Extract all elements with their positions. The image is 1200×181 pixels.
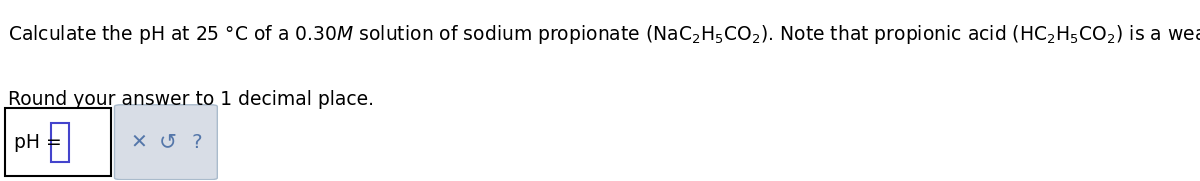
Text: Calculate the pH at 25 $\degree$C of a 0.30$M$ solution of sodium propionate $\l: Calculate the pH at 25 $\degree$C of a 0…: [8, 23, 1200, 46]
FancyBboxPatch shape: [52, 123, 68, 162]
Text: ↺: ↺: [158, 132, 176, 152]
FancyBboxPatch shape: [5, 108, 112, 176]
Text: ✕: ✕: [130, 133, 146, 152]
Text: pH =: pH =: [13, 133, 67, 152]
Text: ?: ?: [192, 133, 202, 152]
FancyBboxPatch shape: [114, 105, 217, 180]
Text: Round your answer to 1 decimal place.: Round your answer to 1 decimal place.: [8, 90, 374, 110]
